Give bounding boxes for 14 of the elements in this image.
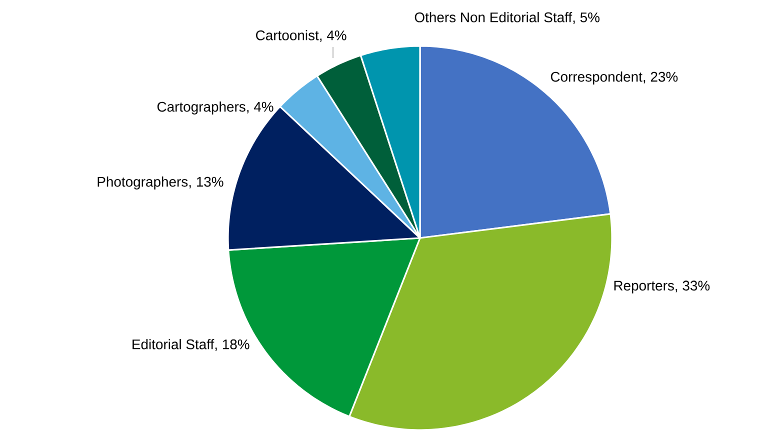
data-label: , 4% xyxy=(320,30,346,42)
slice-label: Photographers xyxy=(98,176,188,190)
data-label: , 4% xyxy=(247,102,274,114)
slice-label: Correspondent xyxy=(550,71,642,84)
slice-label: Cartographers xyxy=(157,101,246,114)
slice-label: Reporters xyxy=(614,280,674,294)
data-label: , 23% xyxy=(644,72,678,84)
data-label: , 13% xyxy=(189,176,224,188)
data-label: , 5% xyxy=(573,12,600,24)
slice-label: Others Non Editorial Staff xyxy=(414,12,572,22)
slice-label: Cartoonist xyxy=(256,30,319,40)
slice-label: Editorial Staff xyxy=(132,339,214,350)
data-label: , 18% xyxy=(215,339,250,351)
data-label: , 33% xyxy=(676,280,710,292)
